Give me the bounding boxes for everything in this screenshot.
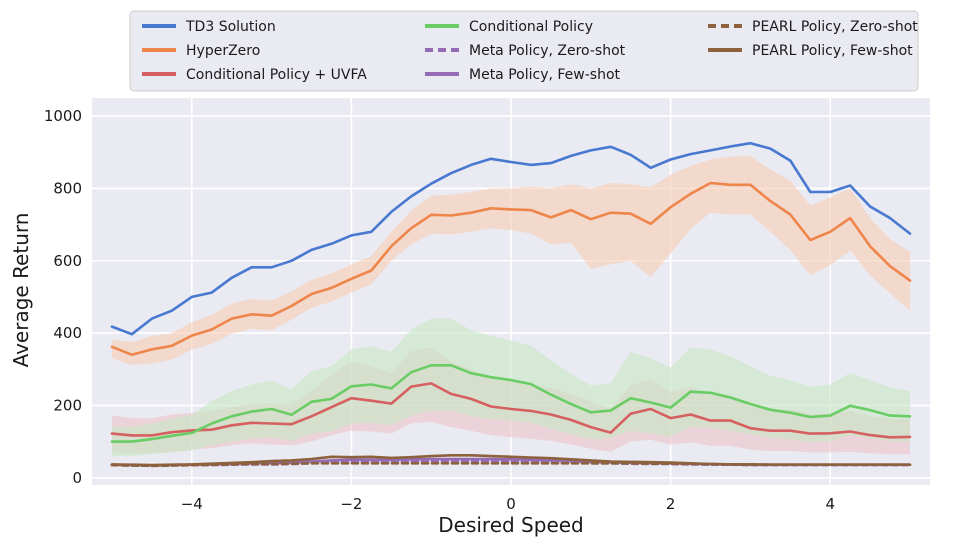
y-axis-label: Average Return [9,213,33,368]
x-tick-label: 0 [506,495,516,513]
x-tick-label: 4 [825,495,835,513]
y-tick-label: 600 [53,252,82,270]
legend-frame [129,10,919,92]
legend-label-meta-policy-zero-shot: Meta Policy, Zero-shot [469,43,626,59]
band-hyperzero [112,155,910,365]
legend-label-td3-solution: TD3 Solution [185,19,276,35]
y-tick-labels: 0 200 400 600 800 1000 [44,107,82,487]
series-line-td3-solution [110,141,912,336]
series-line-pearl-policy-few-shot [110,453,912,467]
y-tick-label: 1000 [44,107,82,125]
x-tick-labels: −4 −2 0 2 4 [181,495,835,513]
x-tick-label: −2 [340,495,362,513]
y-tick-label: 200 [53,396,82,414]
legend-label-pearl-policy-zero-shot: PEARL Policy, Zero-shot [752,19,918,35]
y-tick-label: 0 [72,469,82,487]
y-tick-label: 800 [53,179,82,197]
series-line-conditional-policy-uvfa [110,382,912,439]
legend-label-conditional-policy: Conditional Policy [469,19,593,35]
legend-label-meta-policy-few-shot: Meta Policy, Few-shot [469,67,621,83]
x-axis-label: Desired Speed [438,513,584,537]
legend-label-conditional-policy-uvfa: Conditional Policy + UVFA [186,67,367,83]
x-tick-label: −4 [181,495,203,513]
legend: TD3 Solution HyperZero Conditional Policy … [129,10,919,92]
legend-label-pearl-policy-few-shot: PEARL Policy, Few-shot [752,43,913,59]
legend-label-hyperzero: HyperZero [186,43,260,59]
series-line-conditional-policy [110,363,912,443]
series-line-hyperzero [110,181,912,357]
x-tick-label: 2 [666,495,676,513]
series-lines [110,141,912,468]
y-tick-label: 400 [53,324,82,342]
